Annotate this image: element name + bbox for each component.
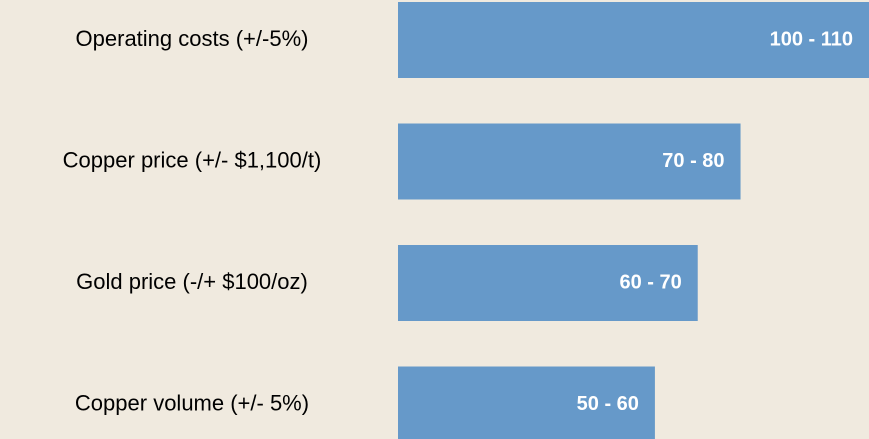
category-label: Copper price (+/- $1,100/t) bbox=[63, 147, 322, 172]
category-label: Gold price (-/+ $100/oz) bbox=[76, 269, 308, 294]
bar bbox=[398, 2, 869, 78]
value-label: 50 - 60 bbox=[577, 393, 639, 415]
value-label: 60 - 70 bbox=[619, 271, 681, 293]
bar bbox=[398, 245, 698, 321]
value-label: 100 - 110 bbox=[770, 28, 853, 50]
category-label: Operating costs (+/-5%) bbox=[76, 26, 309, 51]
value-label: 70 - 80 bbox=[662, 150, 724, 172]
category-label: Copper volume (+/- 5%) bbox=[75, 390, 309, 415]
bar bbox=[398, 366, 655, 439]
bar bbox=[398, 123, 741, 200]
